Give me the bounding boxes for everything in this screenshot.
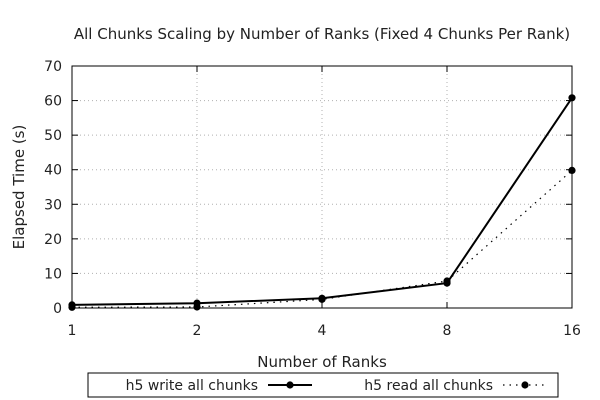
y-tick-label: 20 [44,232,62,248]
y-axis-label: Elapsed Time (s) [10,125,28,250]
series [68,94,576,311]
legend-frame [87,372,559,398]
legend-marker-1 [286,381,294,389]
grid [72,66,572,308]
y-tick-label: 70 [44,59,62,75]
y-tick-label: 0 [53,301,62,317]
ticks: 0 10 20 30 40 50 60 70 1 2 4 8 16 [44,59,581,339]
legend-label-2: h5 read all chunks [364,378,493,394]
series-2-point [68,303,76,311]
y-tick-label: 10 [44,266,62,282]
y-tick-label: 40 [44,163,62,179]
y-tick-label: 50 [44,128,62,144]
series-1-point [568,94,576,102]
x-tick-label: 1 [68,323,77,339]
legend: h5 write all chunks h5 read all chunks [87,372,559,398]
x-tick-label: 16 [563,323,581,339]
series-2-point [443,277,451,285]
x-axis-label: Number of Ranks [257,353,387,371]
legend-marker-2 [521,381,529,389]
legend-label-1: h5 write all chunks [126,378,258,394]
y-tick-label: 30 [44,197,62,213]
y-tick-label: 60 [44,94,62,110]
series-2-point [318,295,326,303]
series-2-point [568,166,576,175]
x-tick-label: 8 [443,323,452,339]
x-tick-label: 4 [318,323,327,339]
series-2-point [193,303,201,311]
chart-title: All Chunks Scaling by Number of Ranks (F… [74,25,570,43]
x-tick-label: 2 [193,323,202,339]
